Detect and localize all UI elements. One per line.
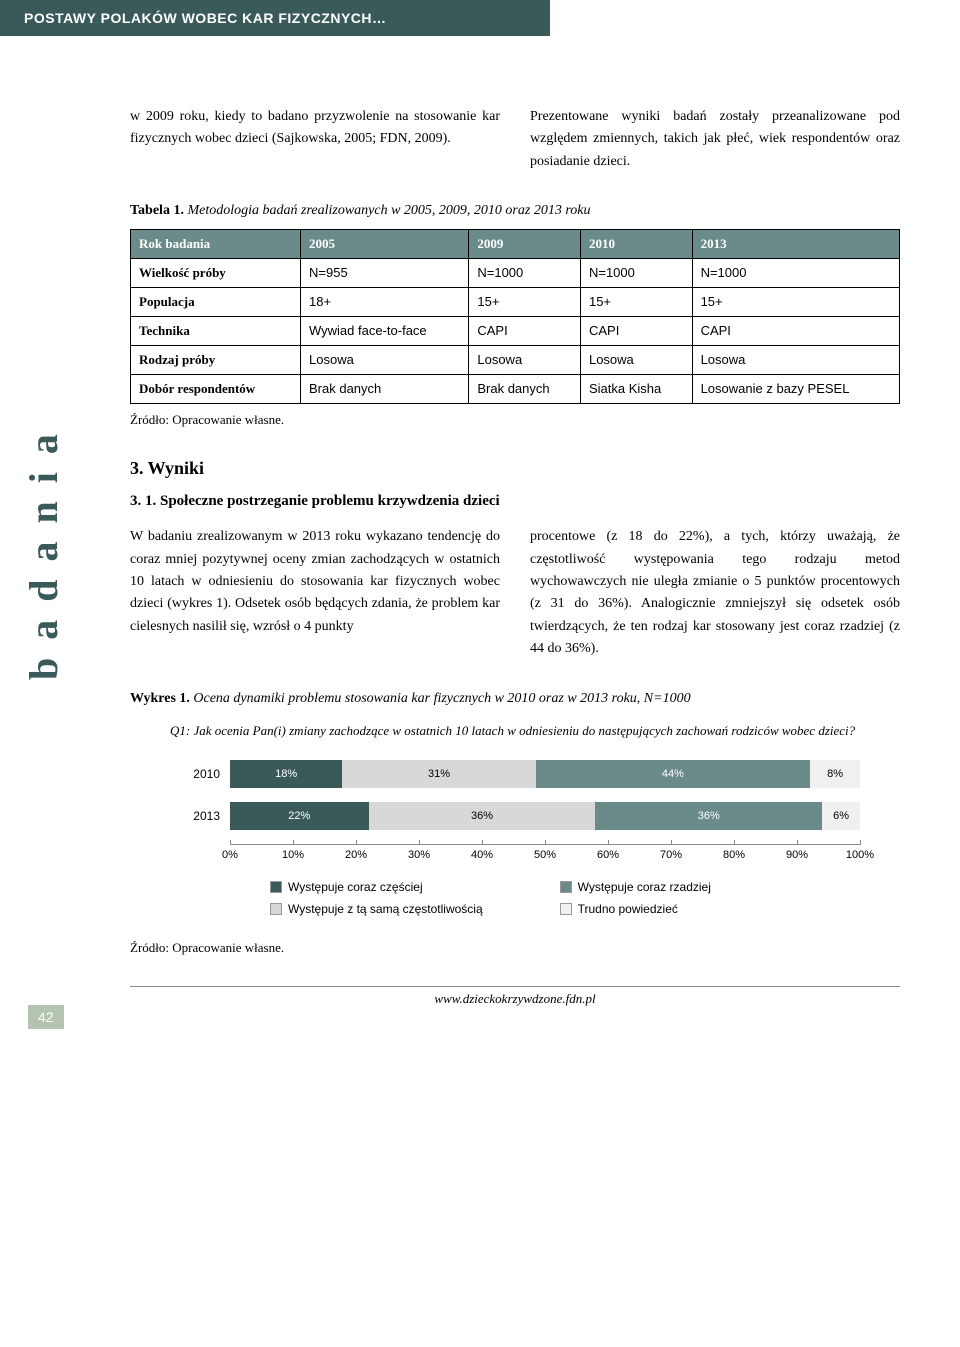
- cell: CAPI: [469, 317, 581, 346]
- bar-segment: 8%: [810, 760, 860, 788]
- axis-tick-label: 60%: [597, 849, 619, 861]
- axis-tick-label: 10%: [282, 849, 304, 861]
- cell: Brak danych: [469, 375, 581, 404]
- cell: 18+: [301, 288, 469, 317]
- table-header-row: Rok badania 2005 2009 2010 2013: [131, 230, 900, 259]
- cell: Wywiad face-to-face: [301, 317, 469, 346]
- table-row: Technika Wywiad face-to-face CAPI CAPI C…: [131, 317, 900, 346]
- bar-segment: 22%: [230, 802, 369, 830]
- chart-source: Źródło: Opracowanie własne.: [130, 940, 900, 956]
- intro-columns: w 2009 roku, kiedy to badano przyzwoleni…: [130, 106, 900, 173]
- table-source: Źródło: Opracowanie własne.: [130, 412, 900, 428]
- cell: Losowa: [301, 346, 469, 375]
- chart-question: Q1: Jak ocenia Pan(i) zmiany zachodzące …: [170, 721, 900, 741]
- cell: N=1000: [692, 259, 899, 288]
- footer-url: www.dzieckokrzywdzone.fdn.pl: [130, 986, 900, 1007]
- cell: Rodzaj próby: [131, 346, 301, 375]
- legend-swatch: [270, 881, 282, 893]
- legend-label: Występuje coraz rzadziej: [578, 880, 711, 894]
- chart-legend: Występuje coraz częściej Występuje coraz …: [270, 880, 860, 916]
- bar-segment: 36%: [595, 802, 822, 830]
- axis-tick-label: 70%: [660, 849, 682, 861]
- intro-right: Prezentowane wyniki badań zostały przean…: [530, 106, 900, 173]
- page-number: 42: [28, 1005, 64, 1029]
- intro-left: w 2009 roku, kiedy to badano przyzwoleni…: [130, 106, 500, 173]
- cell: 15+: [469, 288, 581, 317]
- th-2013: 2013: [692, 230, 899, 259]
- cell: CAPI: [580, 317, 692, 346]
- x-axis: 0%10%20%30%40%50%60%70%80%90%100%: [230, 844, 860, 864]
- bar-container: 22%36%36%6%: [230, 802, 860, 830]
- chart-caption: Wykres 1. Ocena dynamiki problemu stosow…: [130, 691, 900, 707]
- axis-tick-label: 80%: [723, 849, 745, 861]
- axis-tick-label: 90%: [786, 849, 808, 861]
- cell: 15+: [692, 288, 899, 317]
- page-header: POSTAWY POLAKÓW WOBEC KAR FIZYCZNYCH…: [0, 0, 550, 36]
- th-rok: Rok badania: [131, 230, 301, 259]
- chart-title-text: Ocena dynamiki problemu stosowania kar f…: [193, 691, 690, 706]
- legend-item: Występuje coraz rzadziej: [560, 880, 820, 894]
- bar-segment: 18%: [230, 760, 342, 788]
- stacked-bar-chart: 201018%31%44%8%201322%36%36%6%0%10%20%30…: [170, 760, 860, 916]
- cell: N=1000: [469, 259, 581, 288]
- legend-label: Występuje coraz częściej: [288, 880, 423, 894]
- bar-category-label: 2010: [170, 767, 230, 781]
- legend-item: Występuje coraz częściej: [270, 880, 530, 894]
- body-left: W badaniu zrealizowanym w 2013 roku wyka…: [130, 526, 500, 660]
- axis-tick-label: 0%: [222, 849, 238, 861]
- cell: N=1000: [580, 259, 692, 288]
- legend-swatch: [560, 903, 572, 915]
- bar-segment: 6%: [822, 802, 860, 830]
- cell: Siatka Kisha: [580, 375, 692, 404]
- cell: CAPI: [692, 317, 899, 346]
- bar-segment: 44%: [536, 760, 810, 788]
- side-label-badania: badania: [20, 416, 67, 680]
- cell: Losowa: [469, 346, 581, 375]
- th-2010: 2010: [580, 230, 692, 259]
- bar-category-label: 2013: [170, 809, 230, 823]
- cell: Wielkość próby: [131, 259, 301, 288]
- cell: N=955: [301, 259, 469, 288]
- axis-tick-label: 50%: [534, 849, 556, 861]
- table-caption-text: Metodologia badań zrealizowanych w 2005,…: [187, 203, 590, 218]
- table-row: Dobór respondentów Brak danych Brak dany…: [131, 375, 900, 404]
- bar-row: 201018%31%44%8%: [170, 760, 860, 788]
- axis-tick-label: 100%: [846, 849, 874, 861]
- cell: 15+: [580, 288, 692, 317]
- table-row: Rodzaj próby Losowa Losowa Losowa Losowa: [131, 346, 900, 375]
- legend-item: Trudno powiedzieć: [560, 902, 820, 916]
- cell: Technika: [131, 317, 301, 346]
- th-2009: 2009: [469, 230, 581, 259]
- axis-tick-label: 30%: [408, 849, 430, 861]
- legend-swatch: [560, 881, 572, 893]
- bar-container: 18%31%44%8%: [230, 760, 860, 788]
- axis-tick-label: 40%: [471, 849, 493, 861]
- cell: Losowa: [580, 346, 692, 375]
- table-row: Wielkość próby N=955 N=1000 N=1000 N=100…: [131, 259, 900, 288]
- cell: Losowa: [692, 346, 899, 375]
- cell: Brak danych: [301, 375, 469, 404]
- bar-segment: 31%: [342, 760, 535, 788]
- legend-item: Występuje z tą samą częstotliwością: [270, 902, 530, 916]
- legend-label: Trudno powiedzieć: [578, 902, 678, 916]
- body-right: procentowe (z 18 do 22%), a tych, którzy…: [530, 526, 900, 660]
- cell: Populacja: [131, 288, 301, 317]
- th-2005: 2005: [301, 230, 469, 259]
- table-label: Tabela 1.: [130, 203, 184, 218]
- legend-label: Występuje z tą samą częstotliwością: [288, 902, 483, 916]
- table-caption: Tabela 1. Metodologia badań zrealizowany…: [130, 203, 900, 219]
- methodology-table: Rok badania 2005 2009 2010 2013 Wielkość…: [130, 229, 900, 404]
- table-row: Populacja 18+ 15+ 15+ 15+: [131, 288, 900, 317]
- cell: Dobór respondentów: [131, 375, 301, 404]
- axis-tick-label: 20%: [345, 849, 367, 861]
- body-columns: W badaniu zrealizowanym w 2013 roku wyka…: [130, 526, 900, 660]
- cell: Losowanie z bazy PESEL: [692, 375, 899, 404]
- subsection-heading: 3. 1. Społeczne postrzeganie problemu kr…: [130, 493, 900, 510]
- legend-swatch: [270, 903, 282, 915]
- bar-row: 201322%36%36%6%: [170, 802, 860, 830]
- bar-segment: 36%: [369, 802, 596, 830]
- section-heading: 3. Wyniki: [130, 458, 900, 479]
- chart-label: Wykres 1.: [130, 691, 190, 706]
